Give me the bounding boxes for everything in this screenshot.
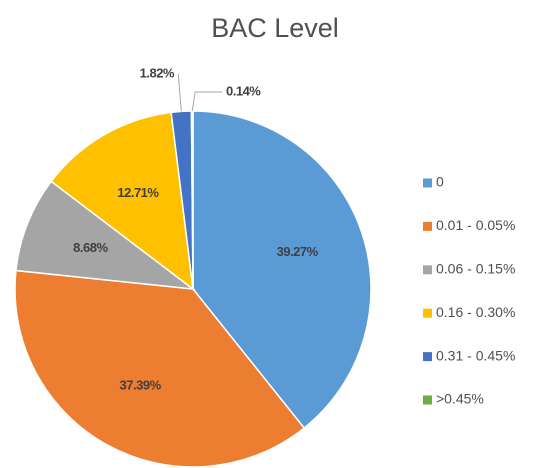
data-label: 0.14% (226, 83, 261, 98)
pie-slice (190, 110, 194, 290)
legend-label: 0.01 - 0.05% (436, 217, 515, 233)
legend-swatch (423, 308, 432, 318)
chart-title: BAC Level (211, 13, 339, 43)
legend-swatch (423, 265, 432, 275)
leader-line (191, 91, 222, 112)
legend-swatch (423, 178, 432, 188)
data-label: 1.82% (140, 65, 175, 80)
legend-label: 0 (436, 174, 444, 190)
data-label: 37.39% (120, 377, 162, 392)
pie-slice (50, 111, 194, 291)
legend-label: 0.16 - 0.30% (436, 304, 515, 320)
legend-swatch (423, 352, 432, 362)
legend-swatch (423, 395, 432, 405)
pie-slice (192, 110, 372, 430)
pie-slice (14, 269, 306, 468)
legend-label: 0.06 - 0.15% (436, 261, 515, 277)
legend-swatch (423, 221, 432, 231)
data-label: 8.68% (73, 240, 108, 255)
data-label: 12.71% (117, 185, 159, 200)
legend-label: >0.45% (436, 391, 484, 407)
legend-label: 0.31 - 0.45% (436, 347, 515, 363)
pie-slice (15, 180, 196, 291)
data-label: 39.27% (277, 244, 319, 259)
leader-line (177, 73, 182, 112)
